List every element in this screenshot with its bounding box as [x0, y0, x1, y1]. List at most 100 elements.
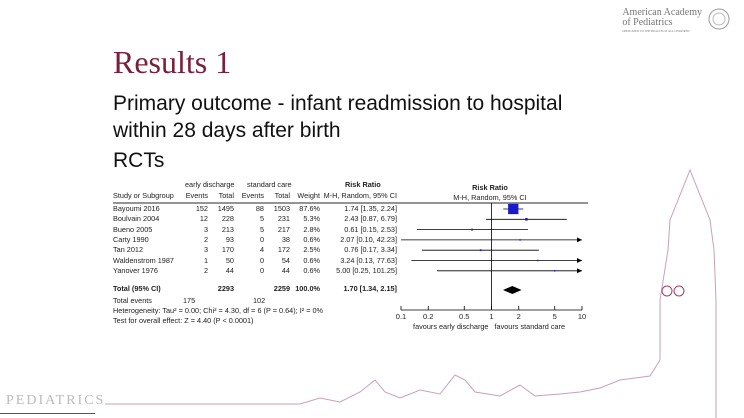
column-header: M-H, Random, 95% CI: [323, 191, 397, 200]
logo-name-2: of Pediatrics: [622, 17, 673, 28]
column-header: Total: [274, 191, 290, 200]
ctl-total: 172: [277, 245, 290, 255]
risk-ratio-ci: 2.43 [0.87, 6.79]: [344, 214, 397, 224]
column-header: Total: [218, 191, 234, 200]
total-ctl: 2259: [273, 284, 290, 293]
weight: 0.6%: [303, 265, 320, 275]
pediatrics-footer-logo: PEDIATRICS: [6, 393, 106, 408]
ctl-total: 44: [281, 265, 290, 275]
total-label: Total (95% CI): [113, 284, 161, 293]
total-events-label: Total events: [113, 296, 152, 305]
logo-name-1: American Academy: [622, 7, 702, 18]
weight: 87.6%: [299, 204, 320, 213]
ctl-events: 5: [259, 224, 264, 234]
subtitle-line-2: within 28 days after birth: [113, 119, 341, 142]
effect-square: [519, 239, 521, 241]
study-name: Bayoumi 2016: [113, 204, 160, 213]
ctl-total: 54: [281, 255, 290, 265]
effect-square: [525, 218, 528, 221]
x-tick-label: 0.1: [396, 312, 406, 321]
ctl-events: 0: [259, 255, 264, 265]
ci-arrow: [577, 268, 582, 274]
column-header: Study or Subgroup: [113, 191, 174, 200]
ctl-events: 0: [259, 265, 264, 275]
exp-events: 12: [199, 214, 208, 224]
effect-square: [479, 249, 482, 252]
exp-total: 170: [221, 245, 234, 255]
exp-events: 2: [203, 234, 208, 244]
exp-events: 3: [203, 245, 208, 255]
study-name: Boulvain 2004: [113, 214, 160, 224]
subtitle-line-3: RCTs: [113, 149, 165, 172]
weight: 5.3%: [303, 214, 320, 224]
exp-events: 152: [195, 204, 208, 213]
x-tick-label: 5: [553, 312, 557, 321]
effect-square: [508, 203, 519, 215]
weight: 2.8%: [303, 224, 320, 234]
plot-subheader: M-H, Random, 95% CI: [453, 193, 526, 202]
risk-ratio-ci: 0.76 [0.17, 3.34]: [344, 245, 397, 255]
effect-square: [536, 259, 539, 262]
study-name: Yanover 1976: [113, 265, 158, 275]
exp-events: 3: [203, 224, 208, 234]
effect-square: [554, 270, 556, 272]
x-tick-label: 0.2: [423, 312, 433, 321]
ctl-total: 38: [281, 234, 290, 244]
total-exp: 2293: [217, 284, 234, 293]
risk-ratio-ci: 5.00 [0.25, 101.25]: [336, 265, 397, 275]
footer-divider: [0, 413, 95, 414]
ctl-total: 1503: [273, 204, 290, 213]
header-standard-care: standard care: [247, 180, 292, 189]
pooled-diamond: [503, 286, 522, 294]
total-events-exp: 175: [183, 296, 196, 305]
exp-total: 213: [221, 224, 234, 234]
ctl-total: 231: [277, 214, 290, 224]
risk-ratio-ci: 1.74 [1.35, 2.24]: [344, 204, 397, 213]
weight: 0.6%: [303, 234, 320, 244]
exp-total: 1495: [217, 204, 234, 213]
heterogeneity: Heterogeneity: Tau² = 0.00; Chi² = 4.30,…: [113, 306, 324, 315]
weight: 0.6%: [303, 255, 320, 265]
ctl-events: 0: [259, 234, 264, 244]
ci-arrow: [577, 258, 582, 263]
study-name: Bueno 2005: [113, 224, 153, 234]
plot-header: Risk Ratio: [472, 183, 508, 192]
x-tick-label: 2: [517, 312, 521, 321]
overall-effect-test: Test for overall effect: Z = 4.40 (P < 0…: [113, 316, 254, 325]
favours-right-label: favours standard care: [495, 322, 566, 331]
total-rr: 1.70 [1.34, 2.15]: [343, 284, 397, 293]
x-tick-label: 0.5: [459, 312, 469, 321]
exp-total: 228: [221, 214, 234, 224]
total-events-ctl: 102: [253, 296, 266, 305]
risk-ratio-ci: 0.61 [0.15, 2.53]: [344, 224, 397, 234]
effect-square: [471, 228, 473, 231]
total-weight: 100.0%: [295, 284, 320, 293]
risk-ratio-ci: 3.24 [0.13, 77.63]: [340, 255, 397, 265]
header-early-discharge: early discharge: [185, 180, 235, 189]
logo-tagline: DEDICATED TO THE HEALTH OF ALL CHILDREN: [622, 29, 690, 33]
ci-arrow: [577, 237, 582, 243]
favours-left-label: favours early discharge: [413, 322, 488, 331]
x-tick-label: 10: [578, 312, 586, 321]
study-name: Carty 1990: [113, 234, 149, 244]
exp-events: 2: [203, 265, 208, 275]
study-name: Tan 2012: [113, 245, 144, 255]
ctl-events: 4: [259, 245, 264, 255]
column-header: Weight: [297, 191, 320, 200]
seal-icon: [708, 8, 730, 30]
x-tick-label: 1: [489, 312, 493, 321]
ctl-total: 217: [277, 224, 290, 234]
exp-total: 44: [225, 265, 234, 275]
subtitle-line-1: Primary outcome - infant readmission to …: [113, 92, 563, 115]
ctl-events: 88: [255, 204, 264, 213]
column-header: Events: [241, 191, 264, 200]
column-header: Events: [185, 191, 208, 200]
header-risk-ratio: Risk Ratio: [345, 180, 381, 189]
ctl-events: 5: [259, 214, 264, 224]
exp-total: 50: [225, 255, 234, 265]
exp-total: 93: [225, 234, 234, 244]
weight: 2.5%: [303, 245, 320, 255]
study-name: Waldenstrom 1987: [113, 255, 174, 265]
